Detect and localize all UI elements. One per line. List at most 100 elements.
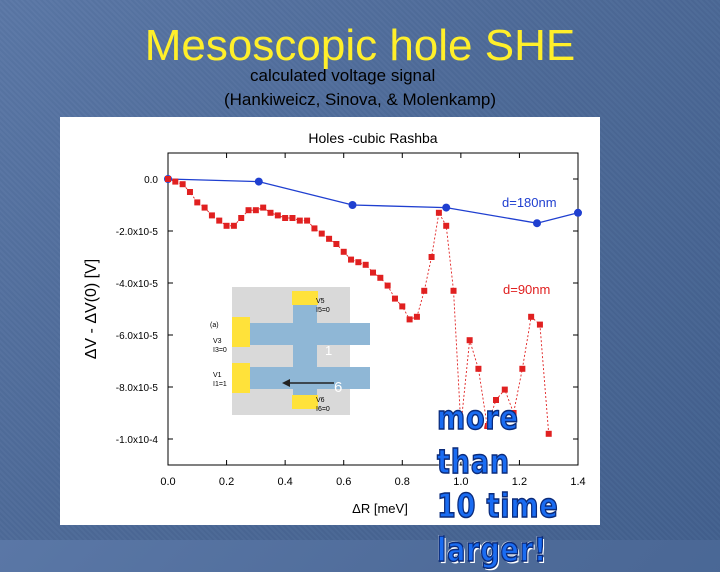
inset-v1: V1 <box>213 372 222 379</box>
data-point <box>406 316 413 323</box>
data-point <box>475 365 482 372</box>
data-point <box>370 269 376 276</box>
series-line <box>167 178 579 224</box>
data-point <box>355 259 362 266</box>
data-point <box>186 189 193 195</box>
x-axis-label: ΔR [meV] <box>352 501 408 516</box>
data-point <box>340 248 347 255</box>
series-layer <box>164 175 582 437</box>
data-point <box>348 256 355 263</box>
data-point <box>457 423 464 429</box>
chart-panel: 0.0 0.2 0.4 0.6 0.8 1.0 1.2 1.4 0.0 -2.0x10-5 -4.0… <box>60 117 600 525</box>
data-point <box>466 337 473 344</box>
data-point <box>304 217 311 224</box>
data-point <box>223 222 230 229</box>
inset-digit-6: 6 <box>334 379 342 396</box>
y-tick-label: -8.0x10-5 <box>116 383 159 394</box>
inset-i3: I3=0 <box>213 347 227 354</box>
callout-text: more than 10 time larger! <box>436 396 576 572</box>
data-point <box>238 215 245 221</box>
inset-digit-1: 1 <box>325 343 332 358</box>
data-point <box>245 207 252 214</box>
x-tick-label: 0.0 <box>160 476 175 488</box>
y-axis-label: ΔV - ΔV(0) [V] <box>83 259 100 360</box>
inset-v3: V3 <box>213 338 222 345</box>
inset-v6: V6 <box>316 397 325 404</box>
data-point <box>536 321 543 328</box>
x-tick-label: 1.4 <box>570 476 585 488</box>
data-point <box>435 209 442 216</box>
citation: (Hankiweicz, Sinova, & Molenkamp) <box>223 90 497 109</box>
inset-v5: V5 <box>316 298 325 305</box>
data-point <box>362 261 369 268</box>
data-point <box>510 410 517 416</box>
data-point <box>533 219 541 228</box>
y-tick-label: -2.0x10-5 <box>116 227 159 238</box>
x-tick-label: 0.4 <box>277 476 292 488</box>
inset-background <box>232 287 350 415</box>
terminal-inset: (a) V5 I5=0 V3 I3=0 V1 I1=1 V6 I6=0 1 6 <box>210 287 370 415</box>
data-point <box>501 386 508 393</box>
data-point <box>289 215 296 221</box>
slide-title: Mesoscopic hole SHE <box>144 21 576 70</box>
data-point <box>384 282 391 289</box>
x-tick-label: 1.2 <box>512 476 527 488</box>
y-tick-label: -1.0x10-4 <box>116 435 159 446</box>
data-point <box>318 230 325 237</box>
data-point <box>230 222 237 229</box>
inset-arrow-head <box>282 379 290 387</box>
data-point <box>274 212 281 219</box>
y-tick-label: -6.0x10-5 <box>116 331 159 342</box>
data-point <box>493 397 499 403</box>
y-tick-label: -4.0x10-5 <box>116 279 159 290</box>
inset-contact-5 <box>292 291 318 305</box>
data-point <box>399 303 406 310</box>
data-point <box>282 215 289 221</box>
data-point <box>254 177 263 186</box>
inset-i1: I1=1 <box>213 381 227 388</box>
series-label-180nm: d=180nm <box>502 195 557 210</box>
slide-subtitle: calculated voltage signal <box>250 66 436 85</box>
y-tick-label: 0.0 <box>144 175 158 186</box>
data-point <box>260 204 267 211</box>
data-point <box>201 204 208 211</box>
inset-channel-vertical <box>293 305 317 407</box>
data-point <box>333 241 340 247</box>
data-point <box>296 217 303 224</box>
data-point <box>377 274 384 281</box>
data-point <box>450 287 457 294</box>
callout-line-1: more than <box>436 397 519 482</box>
data-point <box>311 225 318 232</box>
data-point <box>165 176 171 182</box>
series-label-90nm: d=90nm <box>503 282 550 297</box>
x-tick-label: 1.0 <box>453 476 468 488</box>
data-point <box>484 423 491 429</box>
data-point <box>528 313 535 320</box>
chart-title: Holes -cubic Rashba <box>308 130 437 146</box>
inset-label-a: (a) <box>210 322 219 329</box>
data-point <box>267 209 274 216</box>
data-point <box>391 295 398 302</box>
callout-line-2: 10 time <box>436 485 559 526</box>
data-point <box>326 235 333 242</box>
data-point <box>172 178 179 185</box>
series-d=90nm <box>165 176 552 437</box>
data-point <box>443 222 450 229</box>
data-point <box>208 212 215 219</box>
inset-i6: I6=0 <box>316 406 330 413</box>
x-tick-label: 0.8 <box>395 476 410 488</box>
data-point <box>442 203 451 212</box>
data-point <box>421 287 428 294</box>
x-tick-label: 0.6 <box>336 476 351 488</box>
x-tick-label: 0.2 <box>219 476 234 488</box>
data-point <box>252 207 259 214</box>
inset-i5: I5=0 <box>316 307 330 314</box>
inset-contact-3 <box>232 317 250 347</box>
plot-frame <box>167 152 579 466</box>
data-point <box>216 217 223 224</box>
data-point <box>428 254 435 260</box>
series-line <box>167 178 550 434</box>
data-point <box>179 181 186 188</box>
inset-contact-6 <box>292 395 318 409</box>
data-point <box>413 313 420 320</box>
